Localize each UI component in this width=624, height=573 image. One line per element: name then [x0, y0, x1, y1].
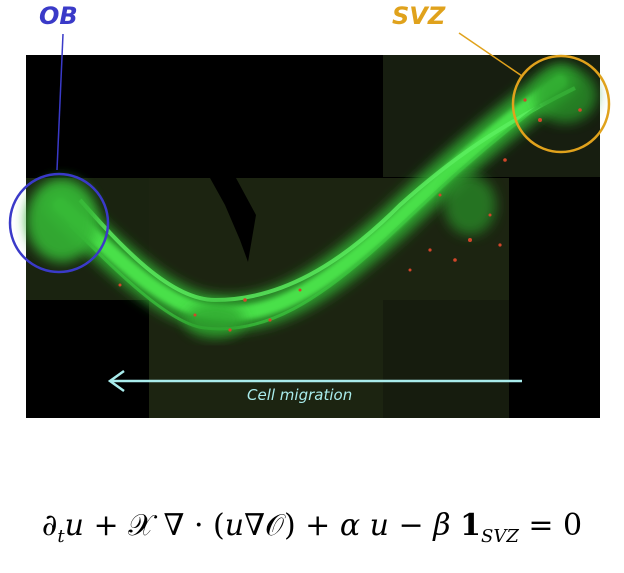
svz-annotation: [458, 32, 611, 154]
model-equation: ∂tu + 𝒳 ∇ · (u∇𝒪) + α u − β 1SVZ = 0: [41, 508, 583, 547]
ob-label: OB: [39, 2, 78, 30]
red-cells: [118, 98, 582, 332]
svz-label: SVZ: [392, 2, 446, 30]
cell-migration-label: Cell migration: [247, 386, 353, 404]
ob-annotation: [8, 33, 110, 274]
cell-migration-arrow: [107, 369, 522, 393]
rostral-migratory-stream: [26, 65, 597, 338]
